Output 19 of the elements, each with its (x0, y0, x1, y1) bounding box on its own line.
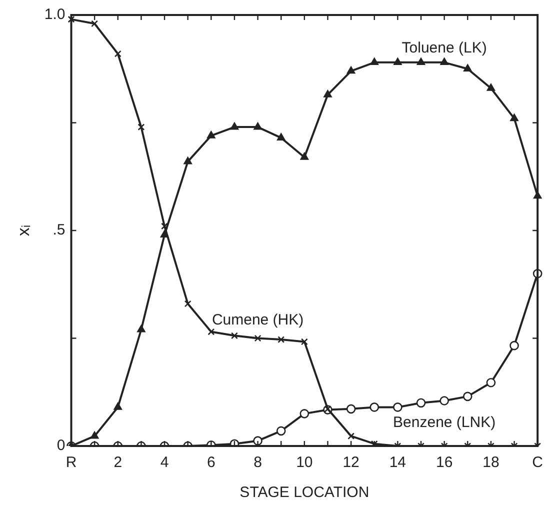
series-label: Toluene (LK) (402, 40, 487, 57)
x-tick-label: 4 (160, 454, 169, 472)
series-label: Benzene (LNK) (393, 414, 496, 431)
x-tick-label: 2 (114, 454, 122, 472)
x-tick-label: 18 (482, 454, 500, 472)
x-tick-label: 8 (254, 454, 262, 472)
x-tick-label: 12 (342, 454, 360, 472)
y-tick-label: 0 (56, 437, 66, 454)
y-tick-label: 1.0 (44, 6, 66, 24)
x-tick-label: C (532, 454, 544, 472)
x-tick-label: 10 (296, 454, 313, 472)
x-tick-label: R (66, 454, 77, 472)
x-tick-label: 14 (389, 454, 406, 472)
y-axis-title: xᵢ (14, 224, 33, 236)
y-tick-label: .5 (52, 222, 66, 239)
x-axis-title: STAGE LOCATION (240, 484, 370, 502)
series-label: Cumene (HK) (212, 311, 304, 328)
x-tick-label: 6 (206, 454, 216, 472)
x-tick-label: 16 (436, 454, 453, 472)
